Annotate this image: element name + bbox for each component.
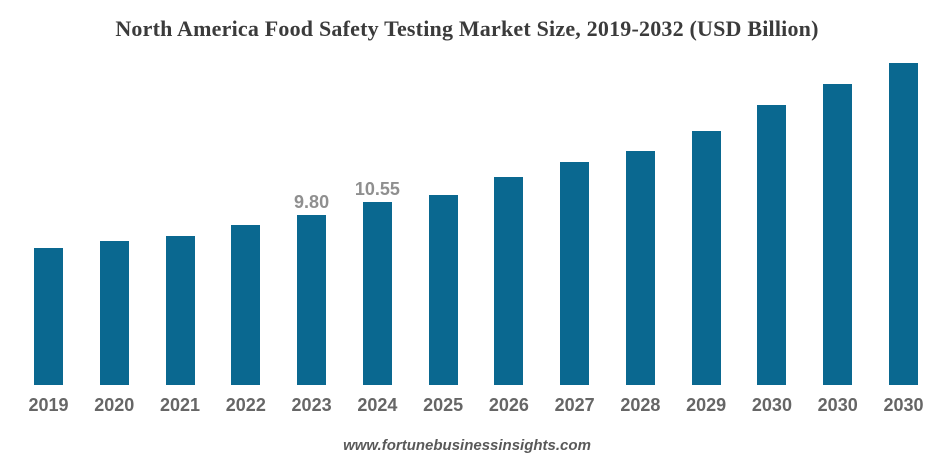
- bar-column: 2020: [94, 48, 134, 415]
- bar: [494, 177, 524, 385]
- bar-column: 2027: [555, 48, 595, 415]
- chart-page: North America Food Safety Testing Market…: [0, 16, 934, 465]
- x-axis-label: 2028: [620, 395, 661, 415]
- bar: [625, 151, 655, 385]
- x-axis-label: 2030: [883, 395, 924, 415]
- x-axis-label: 2020: [94, 395, 135, 415]
- x-axis-label: 2023: [291, 395, 332, 415]
- x-axis-label: 2027: [554, 395, 595, 415]
- chart-title: North America Food Safety Testing Market…: [115, 16, 819, 41]
- x-axis-label: 2029: [686, 395, 727, 415]
- bar-column: 2030: [752, 48, 792, 415]
- bar: [888, 63, 918, 385]
- bar-value-label: 9.80: [294, 192, 330, 212]
- bar-column: 2030: [818, 48, 858, 415]
- bar: [34, 248, 63, 385]
- bar: [297, 215, 327, 385]
- x-axis-label: 2021: [160, 395, 201, 415]
- bar-column: 2030: [883, 48, 923, 415]
- bar: [428, 195, 458, 385]
- x-axis-label: 2022: [225, 395, 266, 415]
- x-axis-label: 2024: [357, 395, 398, 415]
- source-website: www.fortunebusinessinsights.com: [343, 437, 591, 454]
- bar: [691, 131, 721, 385]
- bar: [165, 236, 195, 385]
- bar: [99, 241, 129, 385]
- bar-column: 2019: [28, 48, 69, 415]
- x-axis-label: 2026: [488, 395, 529, 415]
- bars-area: 2019 2020 2021 2022 9.80 2023 10.55 2024 2025 202…: [0, 48, 934, 415]
- bar: [757, 105, 787, 385]
- bar-column: 10.55 2024: [355, 48, 400, 415]
- bar-column: 2026: [489, 48, 529, 415]
- bar-column: 2025: [423, 48, 463, 415]
- bar-column: 2021: [160, 48, 200, 415]
- bar: [823, 84, 853, 385]
- x-axis-label: 2030: [751, 395, 792, 415]
- bar: [362, 202, 392, 385]
- bar-column: 2028: [620, 48, 660, 415]
- bar-column: 2029: [686, 48, 726, 415]
- bar-column: 2022: [226, 48, 266, 415]
- bar-column: 9.80 2023: [292, 48, 332, 415]
- x-axis-label: 2030: [817, 395, 858, 415]
- bar: [560, 162, 590, 385]
- x-axis-label: 2025: [423, 395, 464, 415]
- bar-value-label: 10.55: [354, 179, 400, 199]
- x-axis-label: 2019: [28, 395, 69, 415]
- bar-chart: 2019 2020 2021 2022 9.80 2023 10.55 2024 2025 202…: [0, 48, 934, 415]
- bar: [231, 225, 261, 385]
